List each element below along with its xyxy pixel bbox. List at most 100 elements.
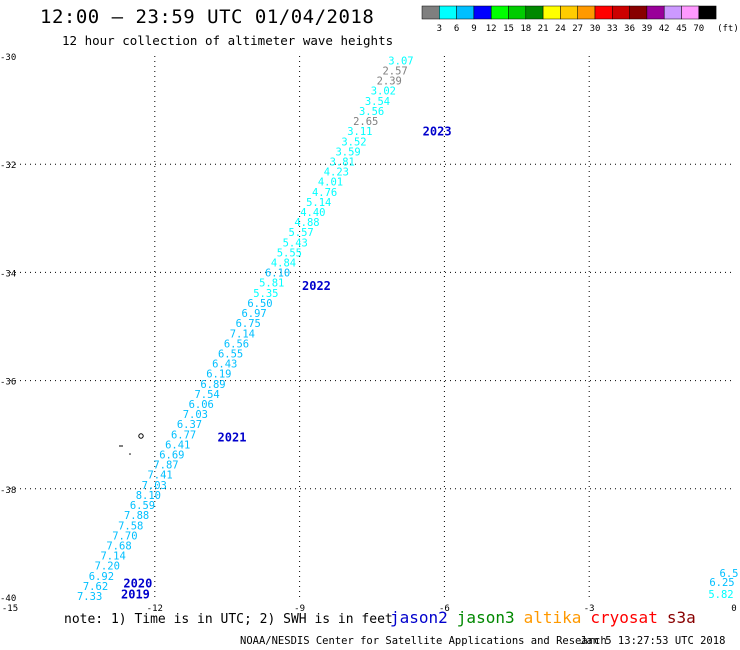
scale-swatch [663,5,682,20]
island-marker [129,453,131,455]
scale-label: 42 [659,24,670,34]
x-tick-label: -6 [439,604,450,614]
x-tick-label: -9 [294,604,305,614]
wave-height-label: 6.25 [709,577,734,589]
time-label: 2020 [123,576,152,590]
scale-label: 6 [454,24,459,34]
scale-label: 12 [486,24,497,34]
scale-swatch [612,5,630,20]
credit-line: NOAA/NESDIS Center for Satellite Applica… [240,635,607,647]
land-marks [119,433,144,455]
legend-jason2: jason2 [390,608,448,627]
x-tick-label: 0 [731,604,736,614]
island-marker [138,433,144,439]
legend-jason3: jason3 [456,608,515,627]
wave-height-label: 4.76 [312,187,337,199]
wave-height-label: 6.06 [189,399,214,411]
wave-height-label: 7.03 [142,480,167,492]
chart-marks: 7.337.626.927.207.147.687.707.587.886.59… [77,55,738,603]
scale-label: 27 [572,24,583,34]
scale-swatch [577,5,596,20]
scale-swatch [508,5,527,20]
scale-swatch [473,5,492,20]
wave-height-label: 7.03 [183,409,208,421]
scale-swatch [594,5,613,20]
scale-label: 3 [437,24,442,34]
wave-height-label: 3.11 [347,126,372,138]
wave-height-label: 7.14 [230,328,255,340]
wave-height-label: 7.70 [112,530,137,542]
wave-height-label: 7.54 [194,389,219,401]
scale-label: 15 [503,24,514,34]
scale-swatch [560,5,578,20]
x-tick-label: -15 [2,604,18,614]
wave-height-label: 5.55 [277,247,302,259]
scale-swatch [525,5,544,20]
scale-label: 18 [520,24,531,34]
wave-height-label: 7.41 [147,470,172,482]
wave-height-label: 6.55 [218,348,243,360]
wave-height-label: 6.19 [206,369,231,381]
scale-label: 9 [471,24,476,34]
scale-label: 36 [624,24,635,34]
wave-height-label: 2.65 [353,116,378,128]
scale-label: 21 [538,24,549,34]
wave-height-label: 3.52 [341,136,366,148]
footnote: note: 1) Time is in UTC; 2) SWH is in fe… [64,612,393,627]
wave-height-label: 6.41 [165,439,190,451]
wave-height-label: 6.59 [130,500,155,512]
scale-label: 70 [693,24,704,34]
satellite-legend: jason2 jason3 altika cryosat s3a [390,608,705,627]
page-subtitle: 12 hour collection of altimeter wave hei… [62,33,394,48]
scale-swatch [456,5,475,20]
scale-swatch [439,5,457,20]
legend-altika: altika [523,608,582,627]
scale-label: 45 [676,24,687,34]
wave-height-label: 5.35 [253,288,278,300]
wave-height-label: 6.92 [89,571,114,583]
x-tick-label: -12 [147,604,163,614]
wave-height-label: 7.20 [95,561,120,573]
wave-height-label: 5.43 [283,237,308,249]
wave-height-label: 7.58 [118,520,143,532]
wave-height-label: 4.88 [294,217,319,229]
wave-height-label: 6.89 [200,379,225,391]
wave-height-label: 5.81 [259,278,284,290]
wave-height-label: 6.50 [247,298,272,310]
scale-label: 39 [641,24,652,34]
scale-unit: (ft) [717,24,739,34]
wave-height-label: 4.23 [324,167,349,179]
scale-swatch [646,5,665,20]
wave-height-label: 7.14 [100,551,125,563]
wave-height-label: 5.14 [306,197,331,209]
y-tick-label: -32 [0,161,16,171]
scale-swatch [629,5,648,20]
wave-height-label: 6.97 [241,308,266,320]
y-tick-label: -30 [0,53,16,63]
page-title: 12:00 – 23:59 UTC 01/04/2018 [40,6,375,28]
scale-swatch [542,5,561,20]
wave-height-label: 3.02 [371,86,396,98]
wave-height-label: 6.10 [265,268,290,280]
color-scale: 3 6 9 12 15 18 21 24 27 30 33 36 39 42 45 70 (ft) [421,5,739,34]
scale-label: 30 [590,24,601,34]
wave-height-label: 3.07 [388,55,413,67]
legend-s3a: s3a [666,608,696,627]
generated-time: Jan 5 13:27:53 UTC 2018 [580,635,726,647]
scale-label: 33 [607,24,618,34]
chart-axes: -30-32-34-36-38-40-15 -12 -9 -6 -3 0 [0,53,737,614]
scale-swatch [421,5,440,20]
wave-height-label: 8.10 [136,490,161,502]
x-tick-label: -3 [584,604,595,614]
y-tick-label: -34 [0,269,16,279]
wave-height-label: 3.56 [359,106,384,118]
wave-height-label: 2.39 [377,76,402,88]
legend-cryosat: cryosat [590,608,658,627]
wave-height-label: 3.59 [335,146,360,158]
wave-height-label: 5.82 [708,589,733,601]
scale-label: 24 [555,24,566,34]
time-label: 2023 [423,125,452,139]
y-tick-label: -38 [0,486,16,496]
time-label: 2022 [302,279,331,293]
